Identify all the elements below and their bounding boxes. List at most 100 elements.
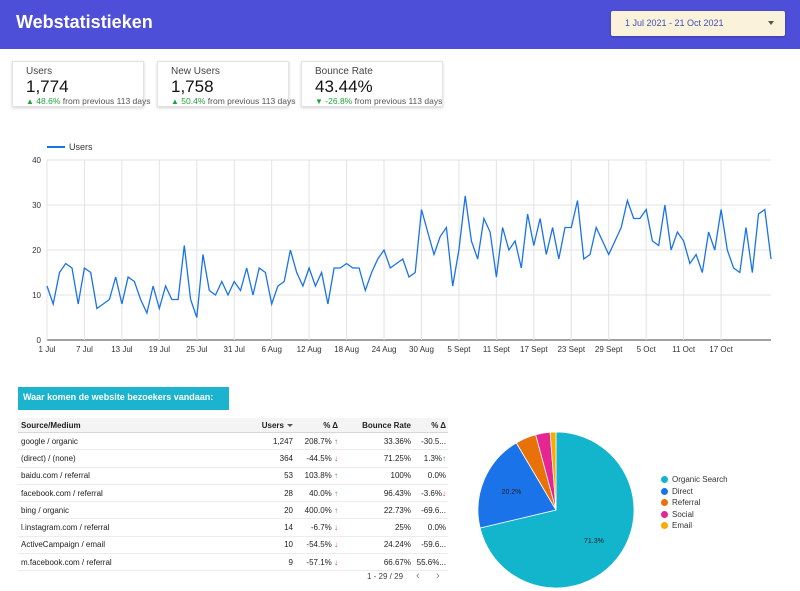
legend-label: Referral	[672, 498, 701, 508]
cell-users: 10	[284, 540, 293, 550]
cell-users: 9	[288, 557, 293, 567]
cell-source: m.facebook.com / referral	[21, 557, 112, 567]
pie-legend: Organic Search Direct Referral Social Email	[661, 474, 728, 532]
cell-bounce-delta: 0.0%	[411, 523, 448, 532]
legend-dot	[661, 510, 668, 518]
arrow-up-icon: ▲	[171, 97, 179, 106]
pie-slice-label: 71.3%	[584, 538, 604, 545]
y-tick-label: 30	[32, 201, 41, 210]
table-row[interactable]: baidu.com / referral 53 103.8% ↑ 100% 0.0%	[18, 468, 448, 485]
cell-bounce-delta: 0.0%	[411, 471, 448, 480]
legend-label-users: Users	[69, 142, 93, 152]
cell-users-delta-value: 400.0%	[304, 505, 332, 515]
y-tick-label: 20	[32, 246, 41, 255]
legend-dot	[661, 487, 668, 495]
col-header-users-label: Users	[261, 420, 284, 430]
scorecard-bounce-rate: Bounce Rate 43.44% ▼ -26.8% from previou…	[301, 61, 443, 107]
table-row[interactable]: l.instagram.com / referral 14 -6.7% ↓ 25% 0.…	[18, 519, 448, 537]
cell-bounce-delta-value: -30.5...	[421, 436, 446, 446]
date-range-picker[interactable]: 1 Jul 2021 - 21 Oct 2021	[611, 11, 785, 36]
arrow-down-icon: ↓	[334, 540, 338, 550]
cell-users: 14	[284, 523, 293, 533]
legend-dot	[661, 522, 668, 530]
col-header-users[interactable]: Users	[238, 421, 293, 430]
arrow-up-icon: ↑	[334, 471, 338, 481]
cell-bounce-delta-value: 1.3%	[423, 453, 442, 463]
x-tick-label: 5 Oct	[637, 345, 657, 354]
cell-bounce-delta-value: -69.6...	[421, 505, 446, 515]
legend-item[interactable]: Referral	[661, 497, 728, 509]
cell-users-delta-value: 208.7%	[304, 436, 332, 446]
scorecard-delta-suffix: from previous 113 days	[207, 96, 296, 106]
table-row[interactable]: (direct) / (none) 364 -44.5% ↓ 71.25% 1.3%↑	[18, 450, 448, 468]
table-row[interactable]: facebook.com / referral 28 40.0% ↑ 96.43% -3…	[18, 485, 448, 503]
cell-users-delta: 208.7% ↑	[293, 437, 338, 446]
cell-bounce-delta: -69.6...	[411, 506, 448, 515]
legend-item[interactable]: Direct	[661, 486, 728, 498]
cell-bounce-delta: -3.6%↓	[411, 489, 448, 498]
table-row[interactable]: bing / organic 20 400.0% ↑ 22.73% -69.6...	[18, 502, 448, 520]
pagination-label: 1 - 29 / 29	[367, 572, 404, 581]
col-header-bounce-rate[interactable]: Bounce Rate	[362, 420, 411, 430]
col-header-source[interactable]: Source/Medium	[21, 420, 81, 430]
cell-users-delta-value: -44.5%	[306, 453, 332, 463]
scorecard-delta-value: 48.6%	[36, 96, 61, 106]
x-tick-label: 11 Oct	[672, 345, 696, 354]
cell-bounce-delta-value: 0.0%	[427, 471, 446, 481]
x-tick-label: 6 Aug	[261, 345, 281, 354]
scorecard-label: New Users	[171, 66, 220, 77]
scorecard-delta: ▲ 48.6% from previous 113 days	[26, 96, 151, 106]
scorecard-users: Users 1,774 ▲ 48.6% from previous 113 da…	[12, 61, 151, 107]
x-tick-label: 24 Aug	[372, 345, 397, 354]
pie-slice-organic-search[interactable]	[479, 431, 635, 589]
x-tick-label: 13 Jul	[111, 345, 133, 354]
scorecard-label: Bounce Rate	[315, 66, 373, 77]
col-header-bounce-delta[interactable]: % Δ	[431, 420, 446, 430]
date-range-value: 1 Jul 2021 - 21 Oct 2021	[625, 18, 724, 28]
cell-users-delta: -54.5% ↓	[293, 540, 338, 549]
scorecard-delta-suffix: from previous 113 days	[354, 96, 443, 106]
next-page-icon[interactable]: ›	[436, 570, 440, 582]
pie-slice-email[interactable]	[549, 431, 557, 511]
cell-source: baidu.com / referral	[21, 471, 90, 481]
x-tick-label: 17 Sept	[520, 345, 548, 354]
arrow-up-icon: ↑	[442, 453, 446, 463]
x-tick-label: 23 Sept	[557, 345, 585, 354]
legend-item[interactable]: Social	[661, 509, 728, 521]
legend-item[interactable]: Organic Search	[661, 474, 728, 486]
table-row[interactable]: google / organic 1,247 208.7% ↑ 33.36% -30.5…	[18, 433, 448, 451]
cell-users-delta-value: 40.0%	[309, 488, 332, 498]
table-row[interactable]: ActiveCampaign / email 10 -54.5% ↓ 24.24% -5…	[18, 537, 448, 555]
scorecard-delta-suffix: from previous 113 days	[62, 96, 151, 106]
traffic-section-title: Waar komen de website bezoekers vandaan:	[18, 387, 229, 410]
legend-item[interactable]: Email	[661, 520, 728, 532]
x-tick-label: 25 Jul	[186, 345, 208, 354]
prev-page-icon[interactable]: ‹	[416, 570, 420, 582]
y-tick-label: 10	[32, 291, 41, 300]
cell-bounce-rate: 71.25%	[383, 453, 411, 463]
y-tick-label: 40	[32, 156, 41, 165]
cell-bounce-delta: 1.3%↑	[411, 454, 448, 463]
legend-label: Email	[672, 521, 693, 531]
cell-users: 53	[284, 471, 293, 481]
col-header-users-delta[interactable]: % Δ	[323, 420, 338, 430]
sort-desc-icon	[287, 423, 293, 427]
arrow-down-icon: ↓	[334, 453, 338, 463]
cell-source: facebook.com / referral	[21, 488, 103, 498]
traffic-pie-chart: 71.3% 20.2%	[477, 431, 635, 589]
cell-users-delta: -6.7% ↓	[293, 523, 338, 532]
chevron-down-icon	[768, 21, 774, 25]
cell-users-delta-value: -57.1%	[306, 557, 332, 567]
cell-bounce-delta: 55.6%...	[411, 558, 448, 567]
scorecard-value: 43.44%	[315, 77, 373, 96]
table-row[interactable]: m.facebook.com / referral 9 -57.1% ↓ 66.67%…	[18, 554, 448, 572]
x-tick-label: 12 Aug	[297, 345, 322, 354]
cell-source: (direct) / (none)	[21, 453, 76, 463]
users-line-chart: 0 10 20 30 40 1 Jul 7 Jul 13 Jul 19 Jul 25 Jul 31 …	[0, 135, 800, 365]
cell-bounce-delta-value: -3.6%	[421, 488, 442, 498]
pie-slice-direct[interactable]	[477, 442, 557, 529]
cell-users-delta-value: 103.8%	[304, 471, 332, 481]
cell-users-delta-value: -6.7%	[310, 523, 332, 533]
cell-source: l.instagram.com / referral	[21, 523, 110, 533]
cell-bounce-delta-value: 55.6%...	[416, 557, 446, 567]
